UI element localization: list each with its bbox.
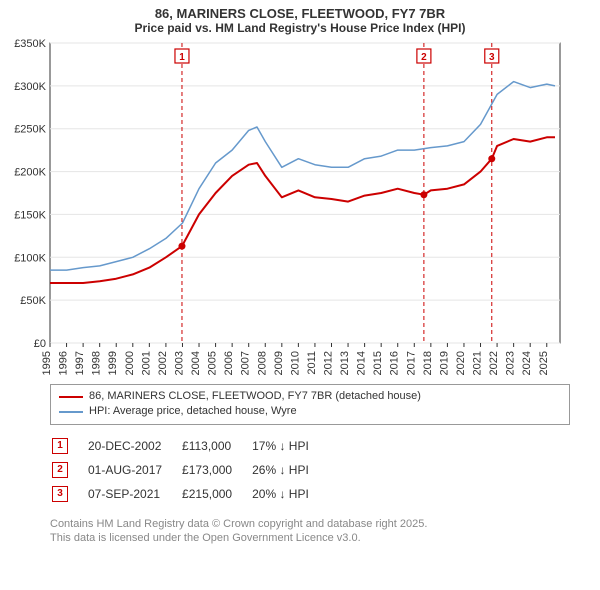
- svg-text:2021: 2021: [472, 351, 484, 375]
- svg-text:2005: 2005: [207, 351, 219, 375]
- svg-text:2002: 2002: [157, 351, 169, 375]
- svg-text:2006: 2006: [223, 351, 235, 375]
- svg-text:£50K: £50K: [20, 295, 46, 307]
- chart-title: 86, MARINERS CLOSE, FLEETWOOD, FY7 7BR P…: [0, 0, 600, 35]
- legend-swatch: [59, 396, 83, 398]
- marker-delta: 17% ↓ HPI: [252, 435, 327, 457]
- marker-row: 1 20-DEC-2002£113,00017% ↓ HPI: [52, 435, 327, 457]
- svg-text:3: 3: [489, 52, 495, 63]
- svg-text:£350K: £350K: [14, 38, 46, 50]
- legend-row: 86, MARINERS CLOSE, FLEETWOOD, FY7 7BR (…: [59, 389, 561, 404]
- marker-table: 1 20-DEC-2002£113,00017% ↓ HPI 2 01-AUG-201…: [50, 433, 329, 507]
- footer-line1: Contains HM Land Registry data © Crown c…: [50, 517, 570, 531]
- svg-text:2016: 2016: [389, 351, 401, 375]
- svg-text:2018: 2018: [422, 351, 434, 375]
- marker-price: £173,000: [182, 459, 250, 481]
- svg-text:£300K: £300K: [14, 81, 46, 93]
- svg-text:£0: £0: [34, 338, 46, 350]
- svg-text:£250K: £250K: [14, 124, 46, 136]
- marker-chip: 3: [52, 486, 68, 502]
- svg-text:2010: 2010: [289, 351, 301, 375]
- marker-delta: 26% ↓ HPI: [252, 459, 327, 481]
- marker-date: 20-DEC-2002: [88, 435, 180, 457]
- svg-text:2017: 2017: [405, 351, 417, 375]
- svg-text:2008: 2008: [256, 351, 268, 375]
- marker-delta: 20% ↓ HPI: [252, 483, 327, 505]
- svg-text:£150K: £150K: [14, 209, 46, 221]
- svg-text:2014: 2014: [356, 351, 368, 375]
- marker-price: £113,000: [182, 435, 250, 457]
- legend-label: 86, MARINERS CLOSE, FLEETWOOD, FY7 7BR (…: [89, 389, 421, 404]
- title-line2: Price paid vs. HM Land Registry's House …: [0, 21, 600, 35]
- svg-text:1996: 1996: [58, 351, 70, 375]
- svg-text:1995: 1995: [41, 351, 53, 375]
- chart-svg: £0 £50K £100K £150K £200K £250K £300K £350K 1995…: [0, 35, 570, 375]
- marker-chip: 1: [52, 438, 68, 454]
- svg-text:2022: 2022: [488, 351, 500, 375]
- svg-text:2020: 2020: [455, 351, 467, 375]
- marker-row: 3 07-SEP-2021£215,00020% ↓ HPI: [52, 483, 327, 505]
- svg-text:2015: 2015: [372, 351, 384, 375]
- svg-text:1999: 1999: [107, 351, 119, 375]
- svg-text:2007: 2007: [240, 351, 252, 375]
- svg-text:2025: 2025: [538, 351, 550, 375]
- legend-label: HPI: Average price, detached house, Wyre: [89, 404, 297, 419]
- svg-text:2: 2: [421, 52, 427, 63]
- legend-swatch: [59, 411, 83, 413]
- marker-row: 2 01-AUG-2017£173,00026% ↓ HPI: [52, 459, 327, 481]
- marker-date: 01-AUG-2017: [88, 459, 180, 481]
- svg-text:2004: 2004: [190, 351, 202, 375]
- chart-area: £0 £50K £100K £150K £200K £250K £300K £350K 1995…: [0, 35, 600, 380]
- svg-text:2003: 2003: [173, 351, 185, 375]
- svg-text:2011: 2011: [306, 351, 318, 375]
- svg-text:1998: 1998: [91, 351, 103, 375]
- legend: 86, MARINERS CLOSE, FLEETWOOD, FY7 7BR (…: [50, 384, 570, 425]
- marker-chip: 2: [52, 462, 68, 478]
- marker-price: £215,000: [182, 483, 250, 505]
- footer-line2: This data is licensed under the Open Gov…: [50, 531, 570, 545]
- footer-attribution: Contains HM Land Registry data © Crown c…: [50, 517, 570, 546]
- svg-text:2012: 2012: [322, 351, 334, 375]
- svg-text:2023: 2023: [505, 351, 517, 375]
- marker-date: 07-SEP-2021: [88, 483, 180, 505]
- svg-text:1: 1: [179, 52, 185, 63]
- svg-text:1997: 1997: [74, 351, 86, 375]
- svg-text:2013: 2013: [339, 351, 351, 375]
- svg-text:2024: 2024: [521, 351, 533, 375]
- svg-text:2000: 2000: [124, 351, 136, 375]
- svg-text:£200K: £200K: [14, 167, 46, 179]
- title-line1: 86, MARINERS CLOSE, FLEETWOOD, FY7 7BR: [0, 0, 600, 21]
- svg-text:£100K: £100K: [14, 252, 46, 264]
- svg-text:2001: 2001: [140, 351, 152, 375]
- legend-row: HPI: Average price, detached house, Wyre: [59, 404, 561, 419]
- svg-text:2009: 2009: [273, 351, 285, 375]
- svg-text:2019: 2019: [438, 351, 450, 375]
